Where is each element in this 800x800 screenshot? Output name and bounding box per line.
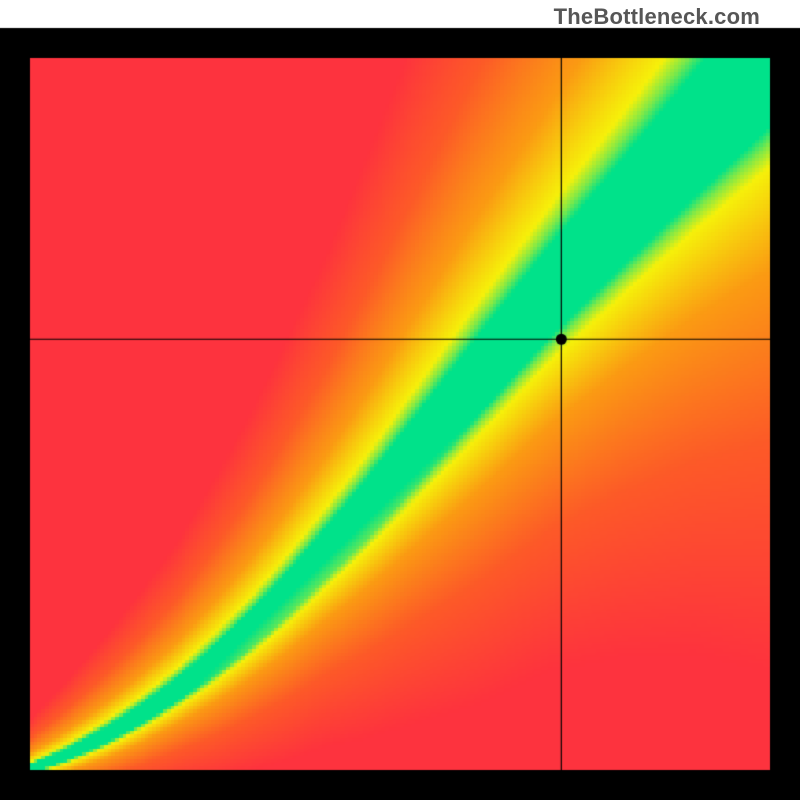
chart-frame — [30, 30, 770, 770]
watermark-text: TheBottleneck.com — [554, 4, 760, 30]
bottleneck-heatmap-canvas — [0, 0, 800, 800]
